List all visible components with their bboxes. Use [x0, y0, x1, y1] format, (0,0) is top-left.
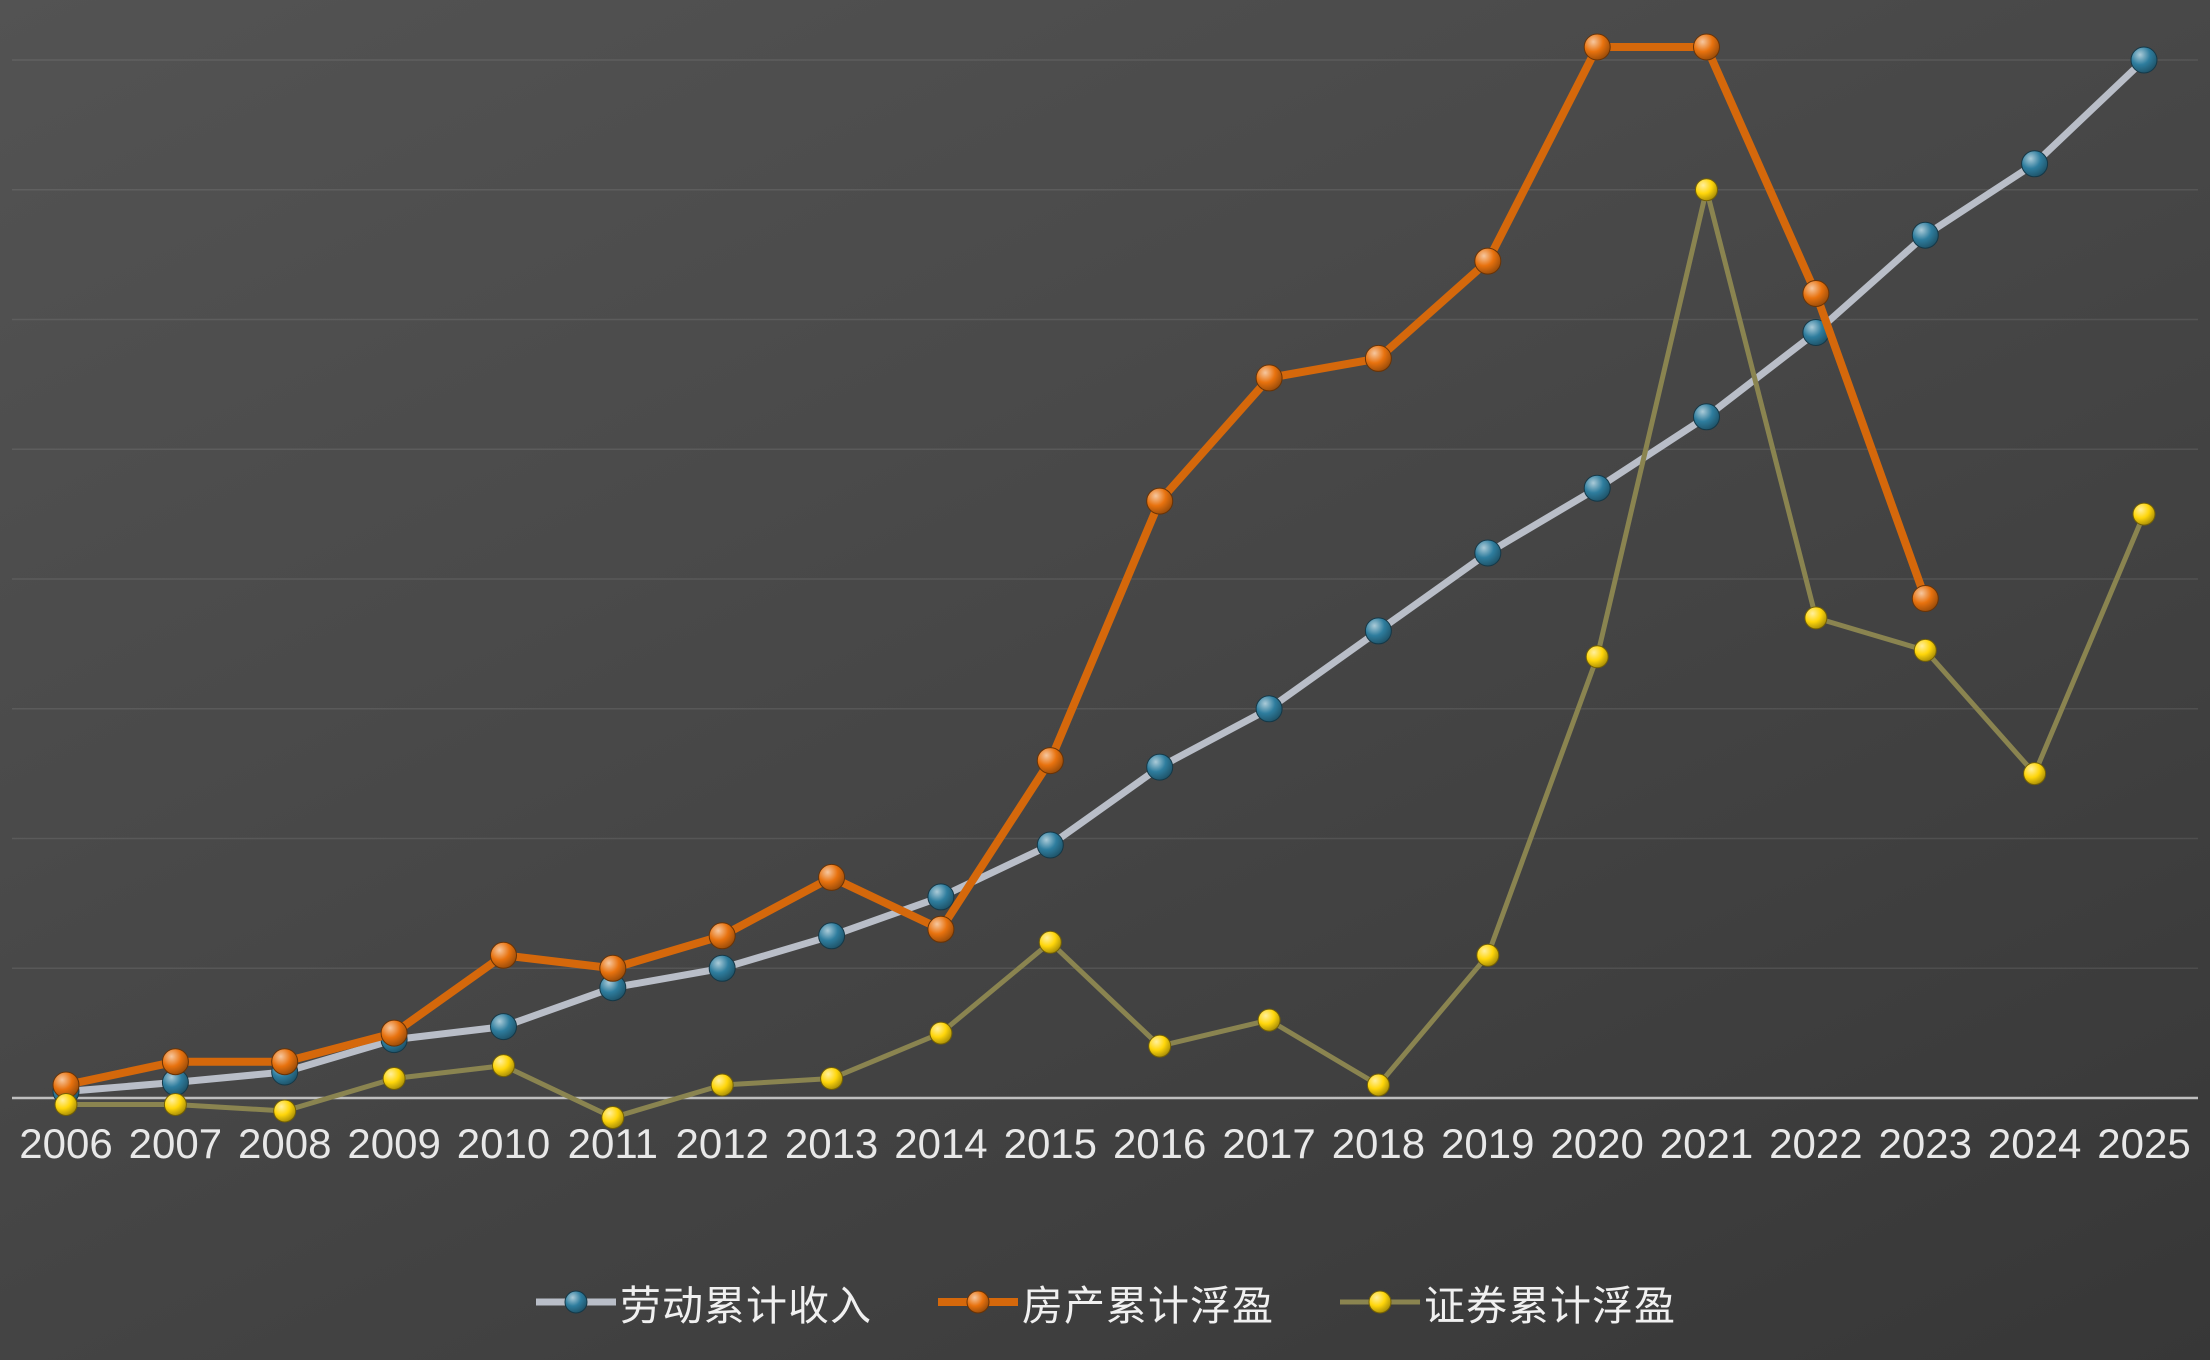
data-point-labor: [2021, 150, 2049, 178]
gridlines: [12, 59, 2198, 969]
legend-sphere-securities: [1368, 1290, 1392, 1314]
x-axis-label: 2024: [1988, 1120, 2081, 1167]
series-line-securities: [63, 187, 2147, 1120]
data-point-labor: [1474, 539, 1502, 567]
legend-marker-property-icon: [938, 1290, 1018, 1314]
data-point-labor: [818, 922, 846, 950]
data-point-property: [1802, 280, 1830, 307]
series-line-property: [62, 43, 1930, 1089]
x-axis-label: 2025: [2097, 1120, 2190, 1167]
data-point-labor: [708, 954, 736, 982]
data-point-securities: [273, 1099, 297, 1123]
data-point-labor: [1583, 474, 1611, 502]
data-point-property: [1146, 487, 1174, 515]
legend-sphere-labor: [564, 1290, 588, 1314]
x-axis-labels: 2006 2007 2008 2009 2010 2011 2012 2013 2014 2015…: [19, 1120, 2190, 1167]
data-point-property: [1036, 747, 1064, 775]
x-axis-label: 2009: [347, 1120, 440, 1167]
x-axis-label: 2020: [1550, 1120, 1643, 1167]
data-point-property: [1364, 344, 1392, 372]
data-point-securities: [1038, 930, 1062, 954]
chart-legend: 劳动累计收入 房产累计浮盈 证券累计浮盈: [0, 1272, 2210, 1332]
legend-sphere-property: [966, 1290, 990, 1314]
data-point-securities: [1366, 1073, 1390, 1097]
legend-item-securities[interactable]: 证券累计浮盈: [1338, 1272, 1676, 1332]
data-point-labor: [1036, 831, 1064, 859]
data-point-securities: [820, 1067, 844, 1090]
data-point-securities: [2132, 502, 2156, 526]
x-axis-label: 2023: [1879, 1120, 1972, 1167]
x-axis-label: 2012: [675, 1120, 768, 1167]
data-point-property: [818, 863, 846, 891]
data-point-securities: [54, 1093, 78, 1116]
data-point-securities: [1695, 178, 1718, 202]
data-point-securities: [1257, 1008, 1281, 1032]
x-axis-label: 2021: [1660, 1120, 1753, 1167]
data-point-property: [1474, 247, 1502, 275]
data-point-securities: [1913, 638, 1937, 662]
data-point-labor: [927, 883, 955, 911]
data-point-property: [599, 954, 627, 982]
legend-item-labor[interactable]: 劳动累计收入: [534, 1272, 872, 1332]
data-point-property: [927, 915, 955, 943]
series-securities: [54, 178, 2156, 1129]
data-point-securities: [929, 1021, 953, 1045]
x-axis-label: 2022: [1769, 1120, 1862, 1167]
data-point-property: [1583, 33, 1611, 61]
legend-item-property[interactable]: 房产累计浮盈: [936, 1272, 1274, 1332]
data-point-labor: [1255, 695, 1283, 723]
data-point-securities: [710, 1073, 734, 1097]
x-axis-label: 2014: [894, 1120, 987, 1167]
series-labor: [52, 46, 2158, 1105]
data-point-labor: [2130, 46, 2158, 74]
data-point-labor: [1146, 753, 1174, 781]
data-point-property: [490, 941, 517, 969]
data-point-securities: [492, 1054, 515, 1078]
x-axis-label: 2006: [19, 1120, 112, 1167]
data-point-property: [708, 922, 736, 950]
legend-label-securities: 证券累计浮盈: [1424, 1283, 1676, 1329]
data-point-securities: [2023, 762, 2047, 786]
x-axis-label: 2007: [129, 1120, 222, 1167]
data-point-property: [380, 1019, 408, 1047]
data-point-securities: [1476, 943, 1500, 967]
x-axis-label: 2019: [1441, 1120, 1534, 1167]
legend-label-labor: 劳动累计收入: [620, 1283, 872, 1329]
data-point-securities: [1585, 645, 1609, 669]
series-property: [52, 33, 1939, 1099]
data-point-securities: [163, 1093, 187, 1116]
data-point-property: [1911, 585, 1939, 612]
data-point-property: [1693, 33, 1720, 61]
data-point-property: [161, 1048, 189, 1076]
legend-marker-securities-icon: [1340, 1290, 1420, 1314]
legend-marker-labor-icon: [536, 1290, 616, 1314]
x-axis-label: 2017: [1222, 1120, 1315, 1167]
data-point-property: [1255, 364, 1283, 392]
x-axis-label: 2016: [1113, 1120, 1206, 1167]
data-point-labor: [1364, 617, 1392, 645]
series-line-labor: [62, 56, 2148, 1095]
x-axis-label: 2008: [238, 1120, 331, 1167]
data-point-securities: [382, 1067, 406, 1090]
x-axis-label: 2015: [1004, 1120, 1097, 1167]
data-point-labor: [490, 1013, 517, 1041]
data-point-securities: [601, 1106, 625, 1129]
legend-label-property: 房产累计浮盈: [1022, 1283, 1274, 1329]
data-point-labor: [1911, 221, 1939, 249]
x-axis-label: 2013: [785, 1120, 878, 1167]
x-axis-label: 2018: [1332, 1120, 1425, 1167]
data-point-securities: [1148, 1034, 1172, 1058]
data-point-property: [271, 1048, 299, 1076]
data-point-labor: [1693, 403, 1720, 431]
data-point-securities: [1804, 606, 1828, 630]
x-axis-label: 2010: [457, 1120, 550, 1167]
